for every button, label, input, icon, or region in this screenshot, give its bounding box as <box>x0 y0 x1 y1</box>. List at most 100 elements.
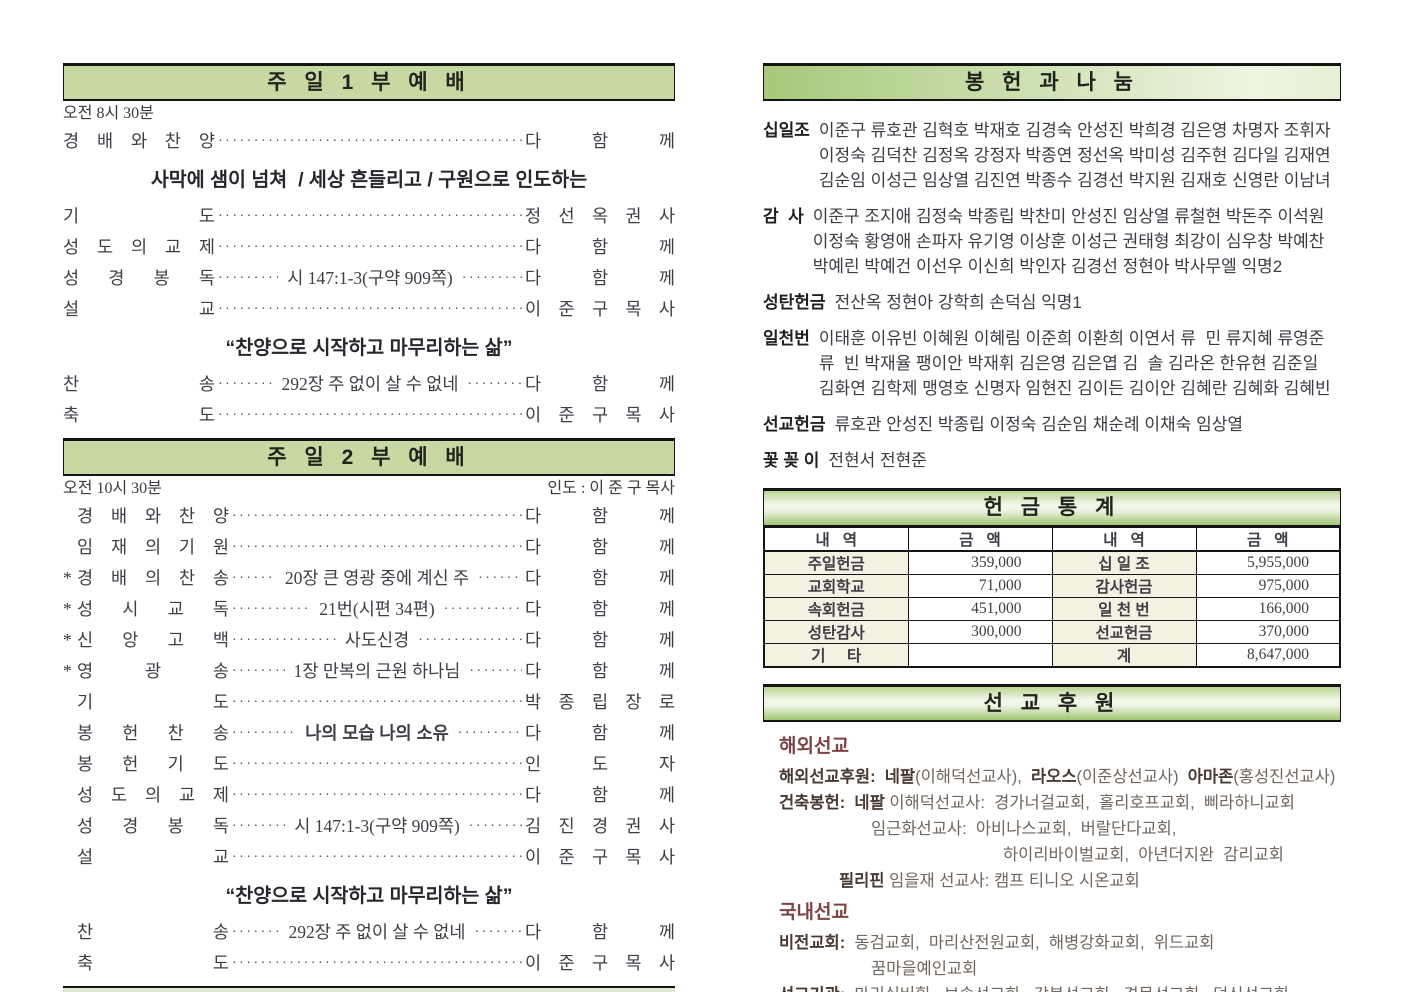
mission-bold-label: 필리핀 <box>839 872 890 890</box>
worship-item-label: 기 도 <box>63 206 215 226</box>
standing-mark: * <box>63 661 72 681</box>
worship-item-detail: 20장 큰 영광 중에 계신 주 <box>284 568 470 588</box>
mission-header: 선 교 후 원 <box>763 684 1341 722</box>
name-line: 이준구 류호관 김혁호 박재호 김경숙 안성진 박희경 김은영 차명자 조휘자 <box>818 121 1331 140</box>
name-group: 성탄헌금 전산옥 정현아 강학희 손덕심 익명1 <box>763 290 1341 315</box>
worship-item-person: 다 함 께 <box>525 922 675 942</box>
dotted-leader: ········································… <box>218 302 522 317</box>
name-line: 이준구 조지애 김정숙 박종립 박찬미 안성진 임상열 류철현 박돈주 이석원 <box>812 207 1325 226</box>
name-group-label: 선교헌금 <box>763 415 826 434</box>
stats-label-cell: 선교헌금 <box>1051 620 1197 644</box>
stats-label-cell: 속회헌금 <box>763 597 909 621</box>
name-group: 꽃 꽂 이 전현서 전현준 <box>763 448 1341 473</box>
service2-rows: 경 배 와 찬 양 ·······························… <box>63 502 675 980</box>
standing-footnote: * 표는 일어서서 / 예배는 10분 전에 와서 정성스럽게 드리고 헌금은 … <box>63 986 675 992</box>
dotted-leader: ········································… <box>218 271 278 286</box>
standing-mark: * <box>63 568 72 588</box>
name-group-lines: 류호관 안성진 박종립 이정숙 김순임 채순례 이채숙 임상열 <box>835 412 1243 437</box>
name-group-lines: 이준구 조지애 김정숙 박종립 박찬미 안성진 임상열 류철현 박돈주 이석원 이… <box>813 204 1325 279</box>
name-group-label: 일천번 <box>763 329 810 348</box>
worship-item-person: 정 선 옥 권 사 <box>525 206 675 226</box>
right-column: 봉 헌 과 나 눔 십일조 이준구 류호관 김혁호 박재호 김경숙 안성진 박희경… <box>763 63 1341 992</box>
worship-item-detail: 시 147:1-3(구약 909쪽) <box>294 816 460 836</box>
mission-text: 임을재 선교사: 캠프 티니오 시온교회 <box>889 872 1140 890</box>
mission-text: 하이리바이벌교회, 아년더지완 감리교회 <box>1003 846 1284 864</box>
worship-item-person: 김 진 경 권 사 <box>525 816 675 836</box>
worship-item-label: 경 배 의 찬 송 <box>77 568 229 588</box>
stats-amount-cell: 5,955,000 <box>1195 550 1341 575</box>
mission-text: 임근화선교사: 아비나스교회, 버랄단다교회, <box>871 820 1177 838</box>
name-group-lines: 전현서 전현준 <box>828 448 927 473</box>
name-line: 박예린 박예건 이선우 이신희 박인자 김경선 정현아 박사무엘 익명2 <box>812 257 1283 276</box>
stats-label-cell: 기 타 <box>763 643 909 668</box>
worship-row: 봉 헌 기 도 ·································… <box>63 750 675 781</box>
dotted-leader: ········································… <box>218 240 522 255</box>
worship-row: 축 도 ·····································… <box>63 401 675 432</box>
worship-item-detail: 21번(시편 34편) <box>319 599 435 619</box>
mission-bold-label: 비전교회: <box>779 934 855 952</box>
worship-item-person: 이 준 구 목 사 <box>525 847 675 867</box>
stats-row: 속회헌금 451,000 일 천 번 166,000 <box>763 597 1341 621</box>
worship-row: 성 도 의 교 제 ·······························… <box>63 233 675 264</box>
dotted-leader: ········································… <box>418 633 522 648</box>
worship-item-person: 다 함 께 <box>525 568 675 588</box>
name-group-label: 성탄헌금 <box>763 293 826 312</box>
name-group: 십일조 이준구 류호관 김혁호 박재호 김경숙 안성진 박희경 김은영 차명자 조… <box>763 118 1341 193</box>
standing-mark: * <box>63 630 72 650</box>
worship-row: 축 도 ·····································… <box>63 949 675 980</box>
center-title: “찬양으로 시작하고 마무리하는 삶” <box>225 337 513 359</box>
dotted-leader: ········································… <box>232 956 522 971</box>
worship-row: *성 시 교 독································… <box>63 595 675 626</box>
worship-item-person: 이 준 구 목 사 <box>525 953 675 973</box>
worship-item-label: 기 도 <box>77 692 229 712</box>
dotted-leader: ········································… <box>232 925 280 940</box>
worship-item-label: 성 경 봉 독 <box>63 268 215 288</box>
worship-row: 찬 송·····································… <box>63 370 675 401</box>
mission-text: 꿈마을예인교회 <box>871 960 978 978</box>
stats-label-cell: 일 천 번 <box>1051 597 1197 621</box>
worship-row: 설 교 ·····································… <box>63 295 675 326</box>
mission-bold-label: 아마존 <box>1187 768 1234 786</box>
dotted-leader: ········································… <box>457 726 522 741</box>
worship-item-person: 다 함 께 <box>525 374 675 394</box>
dotted-leader: ········································… <box>232 850 522 865</box>
worship-item-person: 다 함 께 <box>525 630 675 650</box>
stats-amount-cell: 975,000 <box>1195 574 1341 598</box>
worship-item-person: 다 함 께 <box>525 131 675 151</box>
worship-item-label: 설 교 <box>77 847 229 867</box>
worship-item-detail: 시 147:1-3(구약 909쪽) <box>287 268 453 288</box>
worship-item-label: 임 재 의 기 원 <box>77 537 229 557</box>
mission-bold-label: 해외선교후원: <box>779 768 885 786</box>
worship-row: *영 광 송··································… <box>63 657 675 688</box>
worship-item-person: 인 도 자 <box>525 754 675 774</box>
stats-amount-cell <box>907 643 1053 668</box>
name-group-label: 십일조 <box>763 121 810 140</box>
worship-item-detail: 사도신경 <box>344 630 410 650</box>
stats-amount-cell: 166,000 <box>1195 597 1341 621</box>
stats-row: 주일헌금 359,000 십 일 조 5,955,000 <box>763 550 1341 575</box>
worship-item-label: 축 도 <box>77 953 229 973</box>
worship-item-detail: 292장 주 없이 살 수 없네 <box>281 374 459 394</box>
dotted-leader: ········································… <box>478 571 522 586</box>
service1-header: 주 일 1 부 예 배 <box>63 63 675 101</box>
dotted-leader: ········································… <box>232 664 285 679</box>
mission-line: 건축봉헌: 네팔 이해덕선교사: 경가너걸교회, 홀리호프교회, 삐라하니교회 <box>779 790 1341 816</box>
name-line: 김화연 김학제 맹영호 신명자 임현진 김이든 김이안 김혜란 김혜화 김혜빈 <box>818 379 1331 398</box>
mission-heading: 국내선교 <box>779 902 849 923</box>
stats-header-cell: 금 액 <box>907 526 1053 552</box>
dotted-leader: ········································… <box>232 695 522 710</box>
mission-heading: 해외선교 <box>779 736 849 757</box>
name-line: 이정숙 김덕찬 김정옥 강정자 박종연 정선옥 박미성 김주현 김다일 김재연 <box>818 146 1331 165</box>
worship-item-person: 박 종 립 장 로 <box>525 692 675 712</box>
worship-item-label: 봉 헌 찬 송 <box>77 723 229 743</box>
mission-bold-label: 건축봉헌: <box>779 794 855 812</box>
mission-bold-label: 네팔 <box>854 794 890 812</box>
offering-name-groups: 십일조 이준구 류호관 김혁호 박재호 김경숙 안성진 박희경 김은영 차명자 조… <box>763 118 1341 473</box>
worship-item-label: 성 경 봉 독 <box>77 816 229 836</box>
worship-item-label: 축 도 <box>63 405 215 425</box>
stats-row: 교회학교 71,000 감사헌금 975,000 <box>763 574 1341 598</box>
name-line: 류 빈 박재율 팽이안 박재휘 김은영 김은엽 김 솔 김라온 한유현 김준일 <box>818 354 1319 373</box>
mission-bold-label: 선교기관: <box>779 986 854 992</box>
mission-line: 해외선교후원: 네팔(이해덕선교사), 라오스(이준상선교사) 아마존(홍성진선… <box>779 764 1341 790</box>
